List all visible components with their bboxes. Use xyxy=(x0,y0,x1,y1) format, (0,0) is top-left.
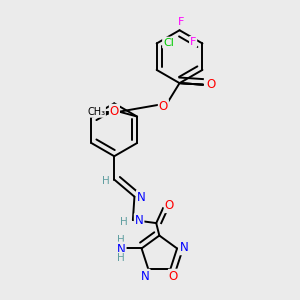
Text: O: O xyxy=(169,270,178,283)
Text: N: N xyxy=(137,191,146,204)
Text: O: O xyxy=(159,100,168,113)
Text: H: H xyxy=(117,235,125,245)
Text: H: H xyxy=(117,253,125,263)
Text: O: O xyxy=(110,105,119,118)
Text: N: N xyxy=(179,241,188,254)
Text: O: O xyxy=(165,199,174,212)
Text: F: F xyxy=(190,37,196,47)
Text: N: N xyxy=(141,270,150,283)
Text: CH₃: CH₃ xyxy=(87,107,105,117)
Text: Cl: Cl xyxy=(163,38,174,47)
Text: H: H xyxy=(120,217,128,226)
Text: N: N xyxy=(117,243,125,256)
Text: H: H xyxy=(102,176,110,186)
Text: N: N xyxy=(135,214,143,227)
Text: F: F xyxy=(178,16,184,26)
Text: O: O xyxy=(206,78,215,91)
